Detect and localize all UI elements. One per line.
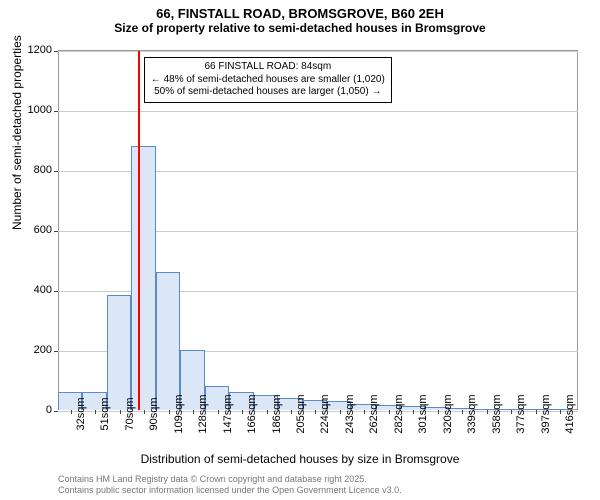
ytick-label: 1200 xyxy=(12,44,52,56)
xtick-mark xyxy=(144,410,145,414)
xtick-mark xyxy=(218,410,219,414)
xtick-mark xyxy=(438,410,439,414)
xtick-label: 32sqm xyxy=(75,397,87,430)
annotation-line: 50% of semi-detached houses are larger (… xyxy=(151,86,385,99)
footer-line-1: Contains HM Land Registry data © Crown c… xyxy=(58,474,402,485)
xtick-mark xyxy=(413,410,414,414)
xtick-mark xyxy=(536,410,537,414)
y-axis-label: Number of semi-detached properties xyxy=(10,35,24,230)
xtick-label: 397sqm xyxy=(540,394,552,433)
xtick-mark xyxy=(291,410,292,414)
ytick-mark xyxy=(54,351,58,352)
xtick-label: 205sqm xyxy=(295,394,307,433)
xtick-label: 377sqm xyxy=(515,394,527,433)
grid-line xyxy=(58,111,578,112)
ytick-mark xyxy=(54,171,58,172)
xtick-mark xyxy=(267,410,268,414)
ytick-label: 600 xyxy=(12,224,52,236)
xtick-mark xyxy=(511,410,512,414)
chart-subtitle: Size of property relative to semi-detach… xyxy=(0,21,600,39)
ytick-label: 0 xyxy=(12,404,52,416)
grid-line xyxy=(58,51,578,52)
xtick-label: 339sqm xyxy=(466,394,478,433)
xtick-mark xyxy=(487,410,488,414)
ytick-mark xyxy=(54,51,58,52)
xtick-mark xyxy=(462,410,463,414)
xtick-label: 51sqm xyxy=(99,397,111,430)
xtick-mark xyxy=(315,410,316,414)
histogram-bar xyxy=(156,272,180,410)
chart-area: 66 FINSTALL ROAD: 84sqm← 48% of semi-det… xyxy=(58,50,578,410)
xtick-label: 224sqm xyxy=(319,394,331,433)
histogram-bar xyxy=(107,295,131,411)
xtick-label: 243sqm xyxy=(344,394,356,433)
ytick-mark xyxy=(54,411,58,412)
xtick-label: 109sqm xyxy=(173,394,185,433)
xtick-mark xyxy=(560,410,561,414)
ytick-label: 200 xyxy=(12,344,52,356)
xtick-label: 128sqm xyxy=(197,394,209,433)
xtick-label: 147sqm xyxy=(222,394,234,433)
xtick-mark xyxy=(389,410,390,414)
ytick-mark xyxy=(54,231,58,232)
annotation-box: 66 FINSTALL ROAD: 84sqm← 48% of semi-det… xyxy=(144,57,392,103)
reference-marker-line xyxy=(138,51,140,410)
ytick-mark xyxy=(54,291,58,292)
ytick-label: 400 xyxy=(12,284,52,296)
xtick-label: 90sqm xyxy=(148,397,160,430)
xtick-label: 166sqm xyxy=(246,394,258,433)
xtick-label: 320sqm xyxy=(442,394,454,433)
xtick-mark xyxy=(120,410,121,414)
xtick-mark xyxy=(95,410,96,414)
xtick-label: 416sqm xyxy=(564,394,576,433)
xtick-mark xyxy=(364,410,365,414)
xtick-label: 262sqm xyxy=(368,394,380,433)
ytick-label: 800 xyxy=(12,164,52,176)
ytick-mark xyxy=(54,111,58,112)
annotation-line: 66 FINSTALL ROAD: 84sqm xyxy=(151,61,385,74)
xtick-mark xyxy=(193,410,194,414)
annotation-line: ← 48% of semi-detached houses are smalle… xyxy=(151,74,385,87)
ytick-label: 1000 xyxy=(12,104,52,116)
xtick-mark xyxy=(340,410,341,414)
xtick-mark xyxy=(242,410,243,414)
x-axis-label: Distribution of semi-detached houses by … xyxy=(0,452,600,466)
chart-title: 66, FINSTALL ROAD, BROMSGROVE, B60 2EH xyxy=(0,0,600,21)
xtick-mark xyxy=(169,410,170,414)
footer-attribution: Contains HM Land Registry data © Crown c… xyxy=(58,474,402,496)
xtick-label: 70sqm xyxy=(124,397,136,430)
xtick-label: 358sqm xyxy=(491,394,503,433)
footer-line-2: Contains public sector information licen… xyxy=(58,485,402,496)
xtick-mark xyxy=(71,410,72,414)
histogram-bar xyxy=(131,146,155,410)
xtick-label: 186sqm xyxy=(271,394,283,433)
xtick-label: 282sqm xyxy=(393,394,405,433)
plot-region: 66 FINSTALL ROAD: 84sqm← 48% of semi-det… xyxy=(58,50,578,410)
xtick-label: 301sqm xyxy=(417,394,429,433)
